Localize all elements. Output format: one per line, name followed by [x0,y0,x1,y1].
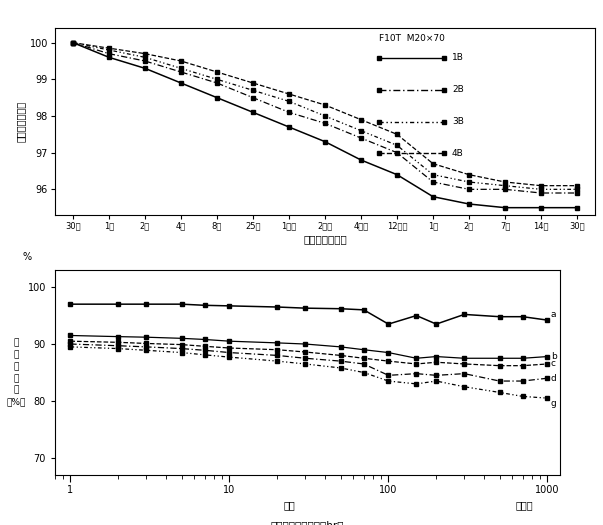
Text: g: g [551,400,557,408]
Text: ボ
ル
ト
軸
力
（%）: ボ ル ト 軸 力 （%） [6,339,25,406]
Text: c: c [551,360,556,369]
Text: F10T  M20×70: F10T M20×70 [379,34,445,43]
Y-axis label: 減少率１時間値: 減少率１時間値 [16,101,25,142]
Text: a: a [551,310,557,319]
Text: 10: 10 [223,485,236,495]
Text: 塗装（減衰率10%程度）: 塗装（減衰率10%程度） [466,257,534,267]
Text: d: d [551,374,557,383]
Text: 100: 100 [379,485,397,495]
Text: 2B: 2B [452,85,464,94]
Text: 4B: 4B [452,149,464,158]
Text: 赤錆（減衰率5%程度）: 赤錆（減衰率5%程度） [481,16,543,26]
Text: 図７　高力ボルトのリラクセーション　　（鋼構造接合資料より）: 図７ 高力ボルトのリラクセーション （鋼構造接合資料より） [4,3,165,12]
Text: %: % [22,252,31,262]
Text: 1000: 1000 [535,485,560,495]
X-axis label: 経　過　時　間: 経 過 時 間 [303,235,347,245]
Text: 図８　高力ボルトのリラクセーション: 図８ 高力ボルトのリラクセーション [3,243,94,251]
Text: 3B: 3B [452,117,464,126]
Text: １ヶ月: １ヶ月 [516,501,534,511]
Text: １日: １日 [284,501,295,511]
Text: 締付け後経過時間（hr）: 締付け後経過時間（hr） [271,520,344,525]
Text: b: b [551,352,557,361]
Text: 1B: 1B [452,54,464,62]
Text: 1: 1 [68,485,74,495]
